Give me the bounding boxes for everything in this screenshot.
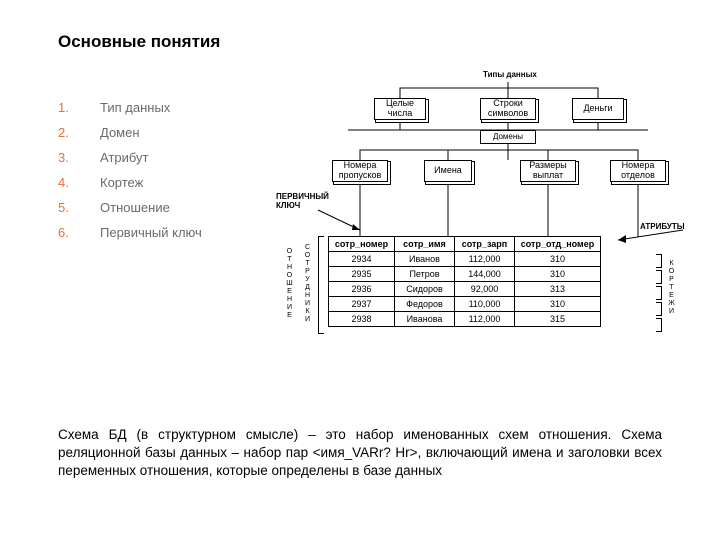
tuples-label: КОРТЕЖИ — [668, 260, 675, 330]
list-item: 3.Атрибут — [58, 150, 202, 165]
list-item: 4.Кортеж — [58, 175, 202, 190]
concepts-list: 1.Тип данных 2.Домен 3.Атрибут 4.Кортеж … — [58, 100, 202, 250]
list-num: 4. — [58, 175, 100, 190]
row-bracket — [656, 302, 662, 316]
list-item: 2.Домен — [58, 125, 202, 140]
table-row: 2936Сидоров92,000313 — [329, 282, 601, 297]
table-header-row: сотр_номер сотр_имя сотр_зарп сотр_отд_н… — [329, 237, 601, 252]
list-label: Тип данных — [100, 100, 170, 115]
table-row: 2934Иванов112,000310 — [329, 252, 601, 267]
list-num: 5. — [58, 200, 100, 215]
list-num: 2. — [58, 125, 100, 140]
attr-label: АТРИБУТЫ — [640, 222, 685, 231]
list-num: 1. — [58, 100, 100, 115]
list-label: Домен — [100, 125, 140, 140]
domains-label: Домены — [480, 130, 536, 144]
page-title: Основные понятия — [58, 32, 220, 52]
diagram: Типы данных Целые числа Строки символов … — [288, 70, 688, 370]
list-label: Отношение — [100, 200, 170, 215]
col-header: сотр_имя — [395, 237, 455, 252]
list-num: 3. — [58, 150, 100, 165]
employees-label: СОТРУДНИКИ — [304, 244, 311, 340]
domain-box: Номера отделов — [610, 160, 666, 182]
list-item: 5.Отношение — [58, 200, 202, 215]
row-bracket — [656, 318, 662, 332]
list-label: Атрибут — [100, 150, 148, 165]
type-box: Строки символов — [480, 98, 536, 120]
list-num: 6. — [58, 225, 100, 240]
list-label: Первичный ключ — [100, 225, 202, 240]
row-bracket — [656, 254, 662, 268]
table-row: 2938Иванова112,000315 — [329, 312, 601, 327]
list-item: 6.Первичный ключ — [58, 225, 202, 240]
col-header: сотр_отд_номер — [515, 237, 601, 252]
domain-box: Имена — [424, 160, 472, 182]
row-bracket — [656, 286, 662, 300]
domain-box: Номера пропусков — [332, 160, 388, 182]
domain-box: Размеры выплат — [520, 160, 576, 182]
footer-text: Схема БД (в структурном смысле) – это на… — [58, 426, 662, 481]
type-box: Деньги — [572, 98, 624, 120]
row-bracket — [656, 270, 662, 284]
list-label: Кортеж — [100, 175, 143, 190]
col-header: сотр_зарп — [455, 237, 515, 252]
pk-label: ПЕРВИЧНЫЙ КЛЮЧ — [276, 192, 338, 210]
relation-label: ОТНОШЕНИЕ — [286, 248, 293, 338]
table-row: 2937Федоров110,000310 — [329, 297, 601, 312]
table-row: 2935Петров144,000310 — [329, 267, 601, 282]
list-item: 1.Тип данных — [58, 100, 202, 115]
data-table: сотр_номер сотр_имя сотр_зарп сотр_отд_н… — [328, 236, 601, 327]
col-header: сотр_номер — [329, 237, 395, 252]
relation-bracket — [318, 236, 324, 334]
type-box: Целые числа — [374, 98, 426, 120]
